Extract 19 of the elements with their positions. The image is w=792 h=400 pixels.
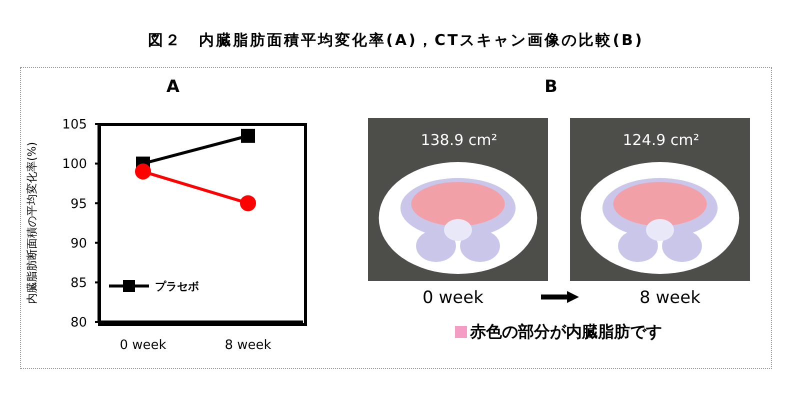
point (135, 164, 151, 180)
y-tick-label: 95 (70, 196, 87, 212)
chart-subtitle: A (166, 77, 180, 97)
y-tick-label: 105 (62, 118, 87, 133)
legend-label: プラセボ (155, 280, 199, 292)
text: 8 week (640, 288, 700, 308)
text: 図２ 内臓脂肪面積平均変化率(A)，CTスキャン画像の比較(B) (148, 31, 644, 49)
y-tick-label: 85 (70, 276, 87, 292)
y-tick-label: 80 (70, 316, 87, 331)
text: 124.9 cm² (622, 131, 700, 149)
text: B (544, 77, 558, 97)
y-axis-title: 内臓脂肪断面積の平均変化率(%) (26, 142, 38, 304)
y-tick-label: 90 (70, 236, 87, 252)
point (241, 128, 255, 143)
text: 138.9 cm² (420, 131, 498, 149)
point (240, 195, 256, 212)
text: 赤色の部分が内臓脂肪です (470, 322, 662, 341)
y-tick-label: 100 (62, 157, 87, 172)
text: 0 week (422, 288, 484, 308)
